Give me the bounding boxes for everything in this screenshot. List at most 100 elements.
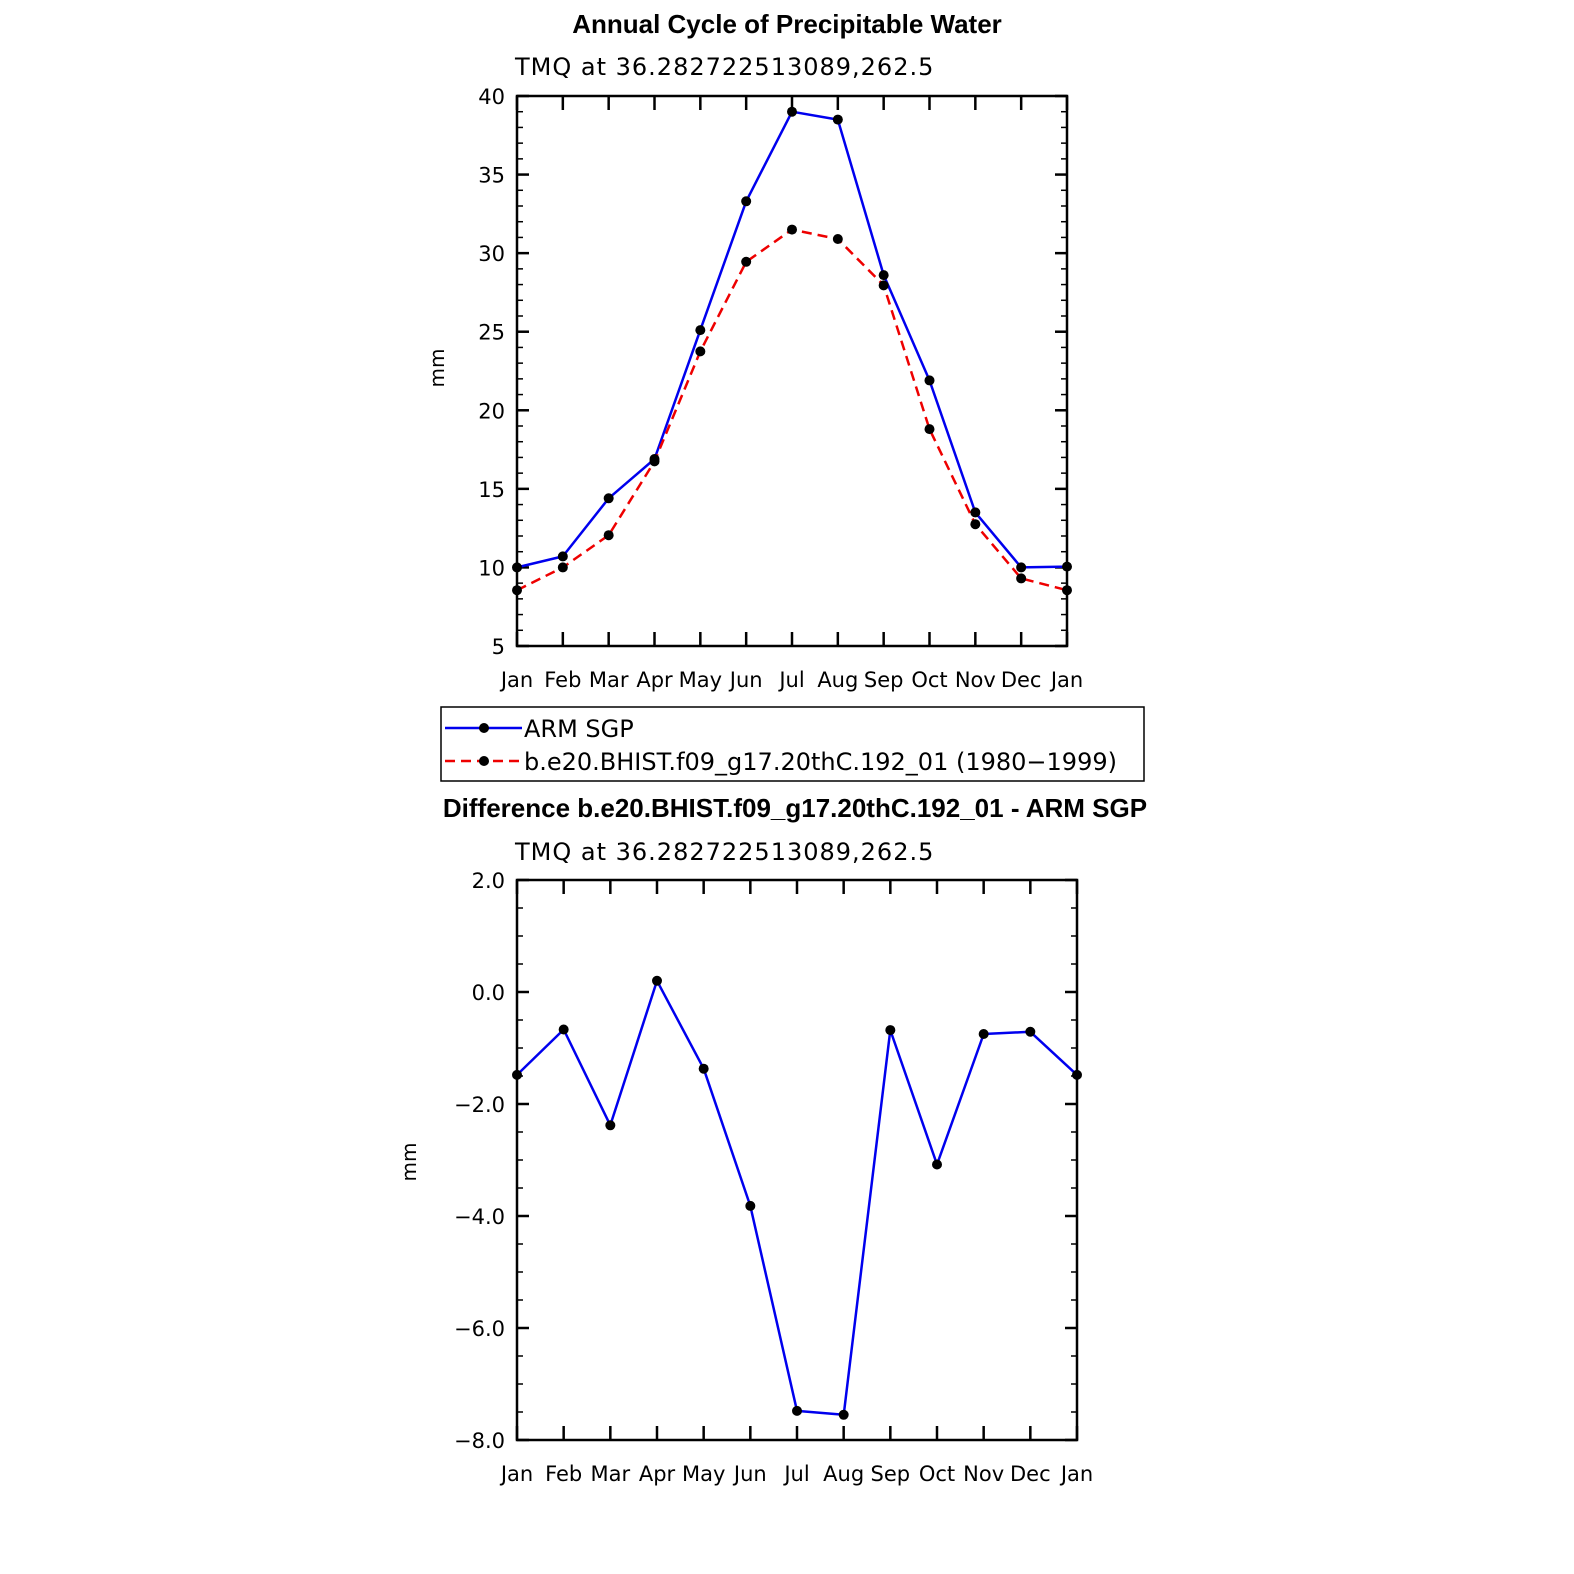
data-point-1 [787, 224, 797, 235]
plot-frame [515, 878, 1079, 1442]
y-axis-label: mm [397, 1143, 421, 1182]
y-tick-label: −6.0 [454, 1317, 505, 1341]
data-point-0 [698, 1063, 709, 1074]
data-point-1 [603, 530, 614, 541]
data-point-0 [558, 1024, 569, 1035]
y-tick-label: 5 [492, 635, 505, 659]
series-line-0 [516, 110, 1068, 569]
x-tick-label: Feb [545, 1462, 582, 1486]
x-tick-label: Jan [1059, 1462, 1093, 1486]
data-point-0 [878, 270, 889, 281]
x-tick-label: Apr [636, 668, 673, 692]
y-axis-label: mm [425, 349, 449, 388]
y-tick-label: −8.0 [454, 1429, 505, 1453]
y-tick-label: 20 [478, 399, 505, 423]
chart-subtitle: TMQ at 36.282722513089,262.5 [514, 53, 934, 81]
data-point-0 [745, 1200, 756, 1211]
legend-label-arm-sgp: ARM SGP [524, 715, 634, 743]
data-point-1 [832, 234, 843, 244]
x-tick-label: Dec [1010, 1462, 1051, 1486]
x-tick-label: Jul [782, 1462, 809, 1486]
data-point-1 [741, 256, 752, 267]
y-tick-label: 15 [478, 478, 505, 502]
y-tick-label: 0.0 [472, 981, 505, 1005]
series-line-0 [516, 979, 1078, 1417]
data-point-1 [878, 280, 889, 291]
x-tick-label: Nov [963, 1462, 1004, 1486]
x-tick-label: Jan [499, 668, 533, 692]
y-tick-label: 35 [478, 164, 505, 188]
data-point-1 [1062, 585, 1072, 596]
x-tick-label: Apr [639, 1462, 676, 1486]
x-tick-label: Aug [823, 1462, 864, 1486]
data-point-1 [512, 585, 522, 596]
data-point-0 [932, 1159, 942, 1170]
x-tick-label: Aug [817, 668, 858, 692]
data-point-0 [652, 975, 662, 986]
x-tick-label: Oct [911, 668, 947, 692]
data-point-0 [603, 493, 614, 504]
data-point-0 [832, 114, 843, 125]
data-point-0 [605, 1120, 616, 1131]
y-tick-label: −2.0 [454, 1093, 505, 1117]
chart-title: Difference b.e20.BHIST.f09_g17.20thC.192… [443, 793, 1147, 823]
data-point-1 [970, 519, 981, 530]
data-point-0 [1025, 1026, 1036, 1037]
x-tick-label: Jan [499, 1462, 533, 1486]
x-tick-label: May [679, 668, 722, 692]
data-point-1 [924, 424, 935, 435]
data-point-0 [838, 1409, 849, 1420]
data-point-0 [1072, 1069, 1082, 1080]
x-tick-label: Jun [732, 1462, 767, 1486]
data-point-0 [512, 1069, 522, 1080]
x-tick-label: Sep [864, 668, 904, 692]
x-tick-label: Jun [728, 668, 763, 692]
legend-marker-arm-sgp [479, 723, 489, 733]
legend: ARM SGP b.e20.BHIST.f09_g17.20thC.192_01… [440, 706, 1145, 782]
y-tick-label: 10 [478, 556, 505, 580]
data-point-0 [1062, 561, 1072, 572]
y-tick-label: −4.0 [454, 1205, 505, 1229]
data-point-1 [649, 456, 660, 467]
data-point-0 [787, 106, 797, 117]
y-tick-label: 25 [478, 321, 505, 345]
data-point-0 [1016, 562, 1027, 573]
panel-difference: Difference b.e20.BHIST.f09_g17.20thC.192… [397, 793, 1147, 1486]
data-point-0 [512, 562, 522, 573]
x-tick-label: Nov [955, 668, 996, 692]
x-tick-label: Jan [1049, 668, 1083, 692]
data-point-1 [557, 562, 568, 573]
data-point-0 [970, 507, 981, 518]
legend-entry-model: b.e20.BHIST.f09_g17.20thC.192_01 (1980−1… [445, 748, 1117, 776]
data-point-0 [695, 325, 706, 336]
series-line-1 [516, 228, 1068, 592]
y-tick-label: 30 [478, 242, 505, 266]
x-tick-label: Feb [544, 668, 581, 692]
series-layer [512, 975, 1082, 1420]
data-point-0 [885, 1025, 896, 1036]
y-tick-label: 40 [478, 85, 505, 109]
data-point-0 [792, 1405, 802, 1416]
data-point-0 [924, 375, 935, 386]
x-tick-label: May [682, 1462, 725, 1486]
series-layer [512, 106, 1072, 596]
legend-box [440, 706, 1145, 782]
data-point-0 [557, 551, 568, 562]
x-tick-label: Sep [871, 1462, 911, 1486]
panel-annual-cycle: Annual Cycle of Precipitable Water TMQ a… [425, 9, 1083, 692]
x-tick-label: Oct [919, 1462, 955, 1486]
chart-subtitle: TMQ at 36.282722513089,262.5 [514, 838, 934, 866]
data-point-0 [978, 1029, 989, 1039]
x-tick-label: Jul [777, 668, 804, 692]
data-point-0 [741, 196, 752, 207]
axes: 5 10 15 20 25 30 35 40 Jan Feb Mar Apr May Jun Jul Aug S… [478, 85, 1083, 692]
y-tick-label: 2.0 [472, 869, 505, 893]
x-tick-label: Mar [589, 668, 629, 692]
legend-entry-arm-sgp: ARM SGP [445, 715, 634, 743]
x-tick-label: Mar [591, 1462, 631, 1486]
chart-title: Annual Cycle of Precipitable Water [572, 9, 1002, 39]
legend-marker-model [479, 756, 489, 766]
x-tick-label: Dec [1001, 668, 1042, 692]
plot-frame [515, 94, 1069, 648]
